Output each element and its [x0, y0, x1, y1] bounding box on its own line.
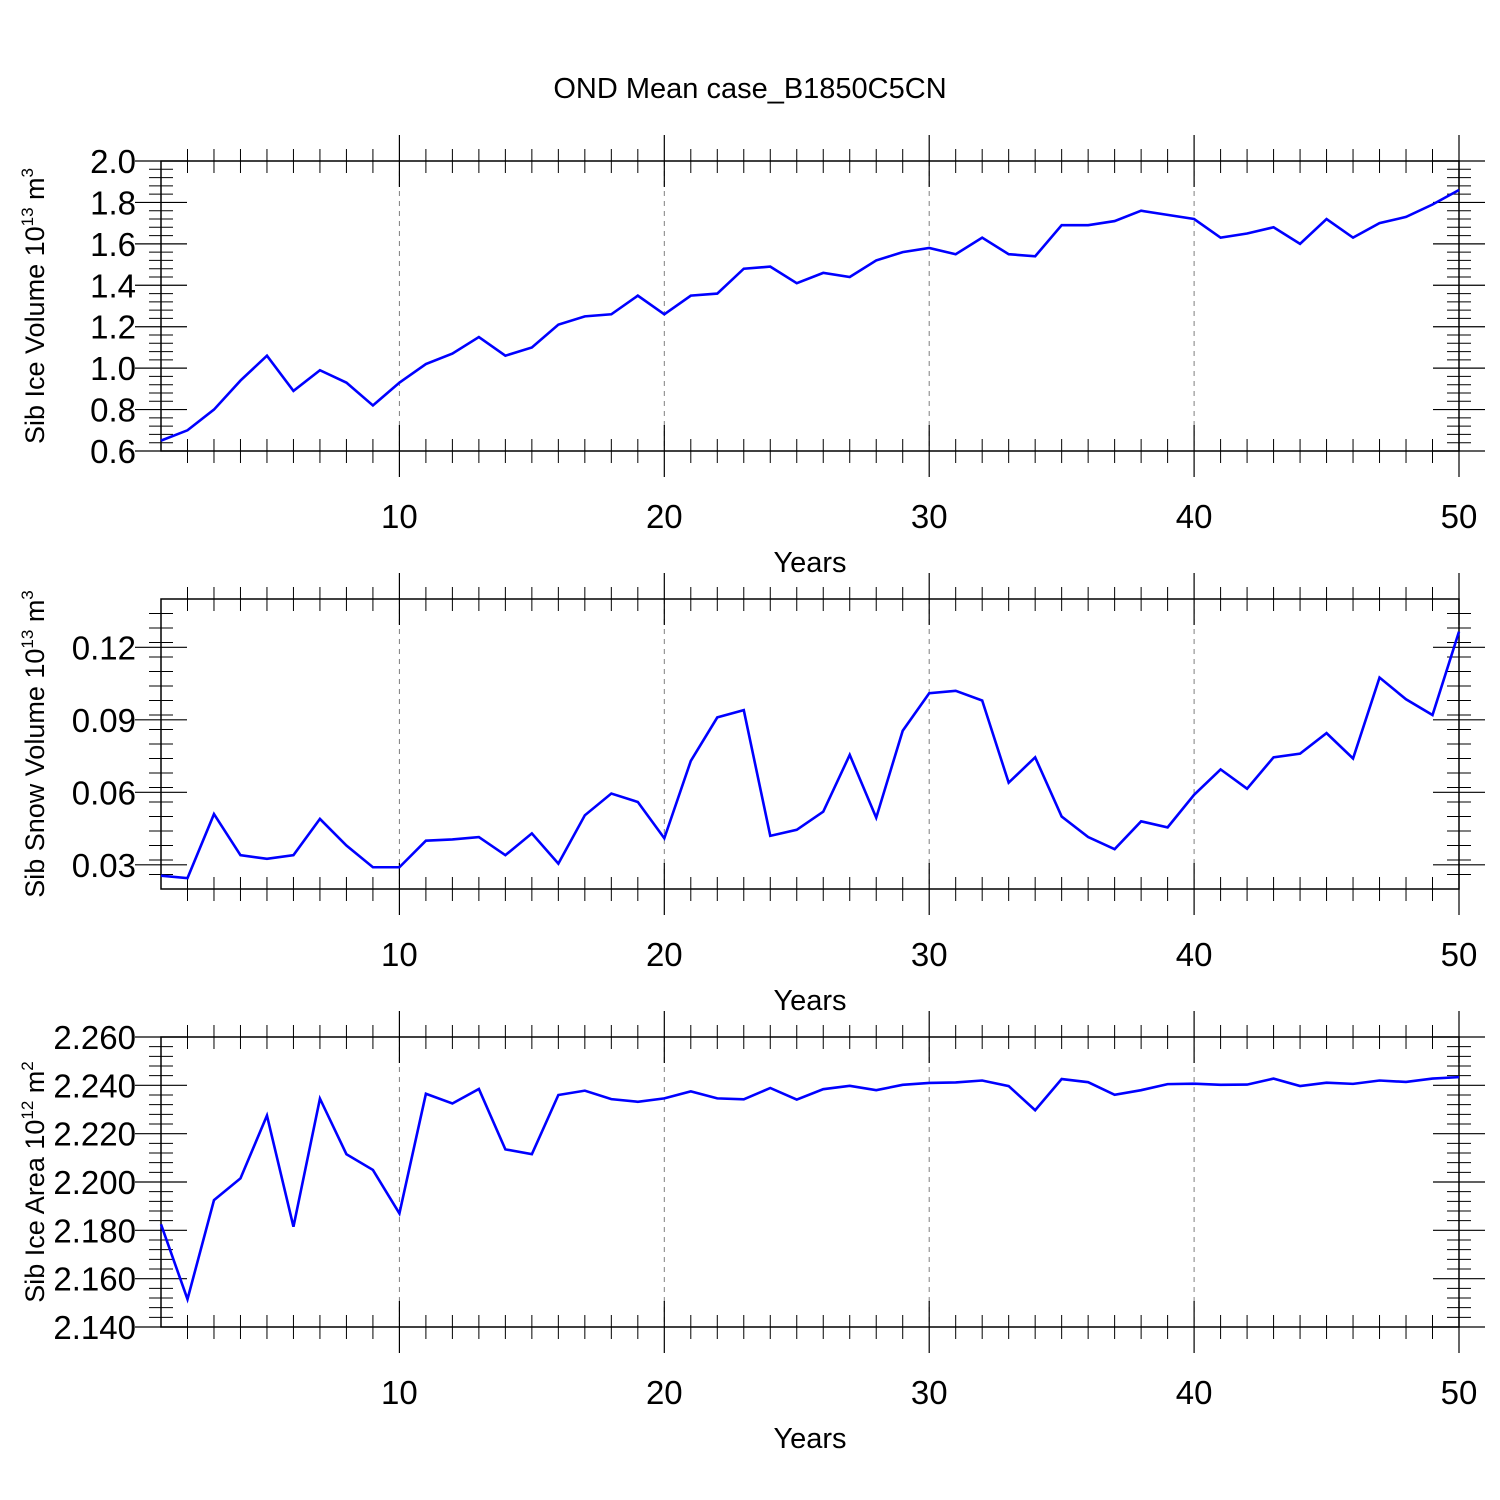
y-tick-label: 0.03	[72, 847, 136, 884]
series-line	[159, 1075, 1460, 1304]
y-tick-label: 1.0	[90, 350, 136, 387]
x-tick-label: 30	[911, 1374, 948, 1411]
y-tick-label: 1.4	[90, 267, 136, 304]
y-axis-label: Sib Ice Area 1012 m2	[18, 1061, 50, 1303]
y-axis-label-unit-exponent: 2	[18, 1061, 37, 1070]
x-tick-label: 40	[1176, 498, 1213, 535]
y-tick-label: 2.200	[53, 1164, 136, 1201]
x-tick-label: 20	[646, 936, 683, 973]
y-tick-label: 1.8	[90, 184, 136, 221]
plot-frame	[160, 598, 1460, 890]
y-tick-label: 0.6	[90, 433, 136, 470]
panel-2: 10 20 30 40 50 0.03 0.06 0.09 0.12 Years Sib Snow …	[18, 573, 1485, 1017]
x-axis-label: Years	[773, 547, 846, 579]
y-tick-label: 0.8	[90, 392, 136, 429]
x-tick-label: 20	[646, 1374, 683, 1411]
x-tick-label: 50	[1441, 936, 1478, 973]
y-axis-label-exponent: 13	[18, 207, 37, 226]
y-axis-label-unit: m	[20, 1071, 50, 1101]
y-tick-label: 1.6	[90, 226, 136, 263]
y-axis-label-exponent: 12	[18, 1101, 37, 1120]
x-tick-label: 40	[1176, 1374, 1213, 1411]
x-tick-label: 10	[381, 936, 418, 973]
x-axis-label: Years	[773, 985, 846, 1017]
x-tick-label: 30	[911, 936, 948, 973]
x-tick-label: 30	[911, 498, 948, 535]
x-tick-label: 50	[1441, 498, 1478, 535]
y-tick-label: 2.0	[90, 143, 136, 180]
x-tick-label: 40	[1176, 936, 1213, 973]
y-tick-label: 1.2	[90, 309, 136, 346]
y-axis-label: Sib Ice Volume 1013 m3	[18, 168, 50, 444]
y-tick-label: 2.260	[53, 1019, 136, 1056]
y-axis-label: Sib Snow Volume 1013 m3	[18, 590, 50, 898]
y-tick-label: 2.140	[53, 1309, 136, 1346]
chart-title: OND Mean case_B1850C5CN	[553, 73, 946, 105]
y-axis-label-unit: m	[20, 600, 50, 630]
y-axis-label-exponent: 13	[18, 630, 37, 649]
y-axis-label-unit-exponent: 3	[18, 590, 37, 599]
y-tick-label: 0.06	[72, 774, 136, 811]
plot-frame	[160, 1036, 1460, 1328]
y-tick-label: 2.240	[53, 1067, 136, 1104]
panel-3: 10 20 30 40 50 2.140 2.160 2.180 2.200 2.220 2.240…	[18, 1011, 1485, 1455]
x-tick-label: 10	[381, 1374, 418, 1411]
y-tick-label: 2.180	[53, 1212, 136, 1249]
y-axis-label-text: Sib Ice Volume 10	[20, 226, 50, 444]
y-axis-label-text: Sib Snow Volume 10	[20, 649, 50, 898]
series-line	[160, 631, 1461, 880]
series-line	[160, 188, 1460, 442]
y-axis-label-unit: m	[20, 177, 50, 207]
y-tick-label: 2.160	[53, 1261, 136, 1298]
y-tick-label: 0.09	[72, 702, 136, 739]
x-tick-label: 50	[1441, 1374, 1478, 1411]
panel-1: 10 20 30 40 50 0.6 0.8 1.0 1.2 1.4 1.6 1.8 2.0 Years S…	[18, 135, 1485, 579]
y-tick-label: 0.12	[72, 629, 136, 666]
y-axis-label-unit-exponent: 3	[18, 168, 37, 177]
x-tick-label: 10	[381, 498, 418, 535]
x-tick-label: 20	[646, 498, 683, 535]
plot-frame	[160, 160, 1460, 452]
y-tick-label: 2.220	[53, 1116, 136, 1153]
y-axis-label-text: Sib Ice Area 10	[20, 1120, 50, 1303]
x-axis-label: Years	[773, 1423, 846, 1455]
